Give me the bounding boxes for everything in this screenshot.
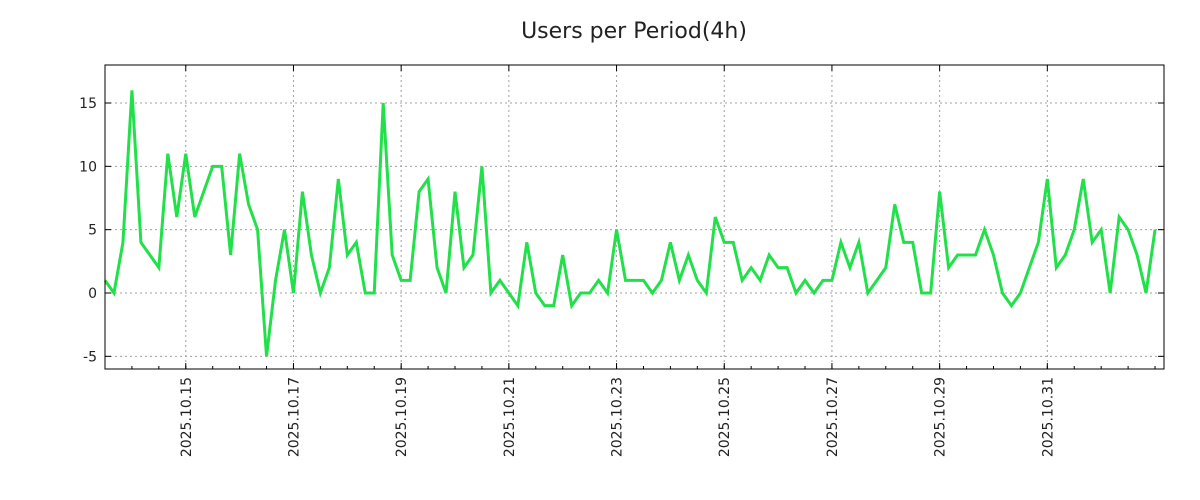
x-tick-label: 2025.10.23 xyxy=(610,377,626,457)
x-tick-label: 2025.10.25 xyxy=(717,377,733,457)
x-tick-label: 2025.10.21 xyxy=(502,377,518,457)
x-tick-labels: 2025.10.15 2025.10.17 2025.10.19 2025.10.21… xyxy=(179,377,1057,457)
x-tick-label: 2025.10.27 xyxy=(825,377,841,457)
y-tick-labels: -5 0 5 10 15 xyxy=(79,96,97,365)
x-tick-label: 2025.10.15 xyxy=(179,377,195,457)
x-tick-label: 2025.10.29 xyxy=(933,377,949,457)
grid xyxy=(105,65,1164,369)
y-tick-label: 15 xyxy=(79,96,97,112)
ticks xyxy=(104,65,1164,369)
x-tick-label: 2025.10.31 xyxy=(1040,377,1056,457)
plot-frame xyxy=(104,64,1165,370)
y-tick-label: 5 xyxy=(88,223,97,239)
series-line xyxy=(103,90,1157,357)
series-layer xyxy=(103,90,1157,357)
y-tick-label: -5 xyxy=(83,349,97,365)
y-tick-label: 0 xyxy=(88,286,97,302)
chart-title: Users per Period(4h) xyxy=(521,19,747,44)
y-tick-label: 10 xyxy=(79,159,97,175)
x-tick-label: 2025.10.19 xyxy=(394,377,410,457)
x-tick-label: 2025.10.17 xyxy=(286,377,302,457)
